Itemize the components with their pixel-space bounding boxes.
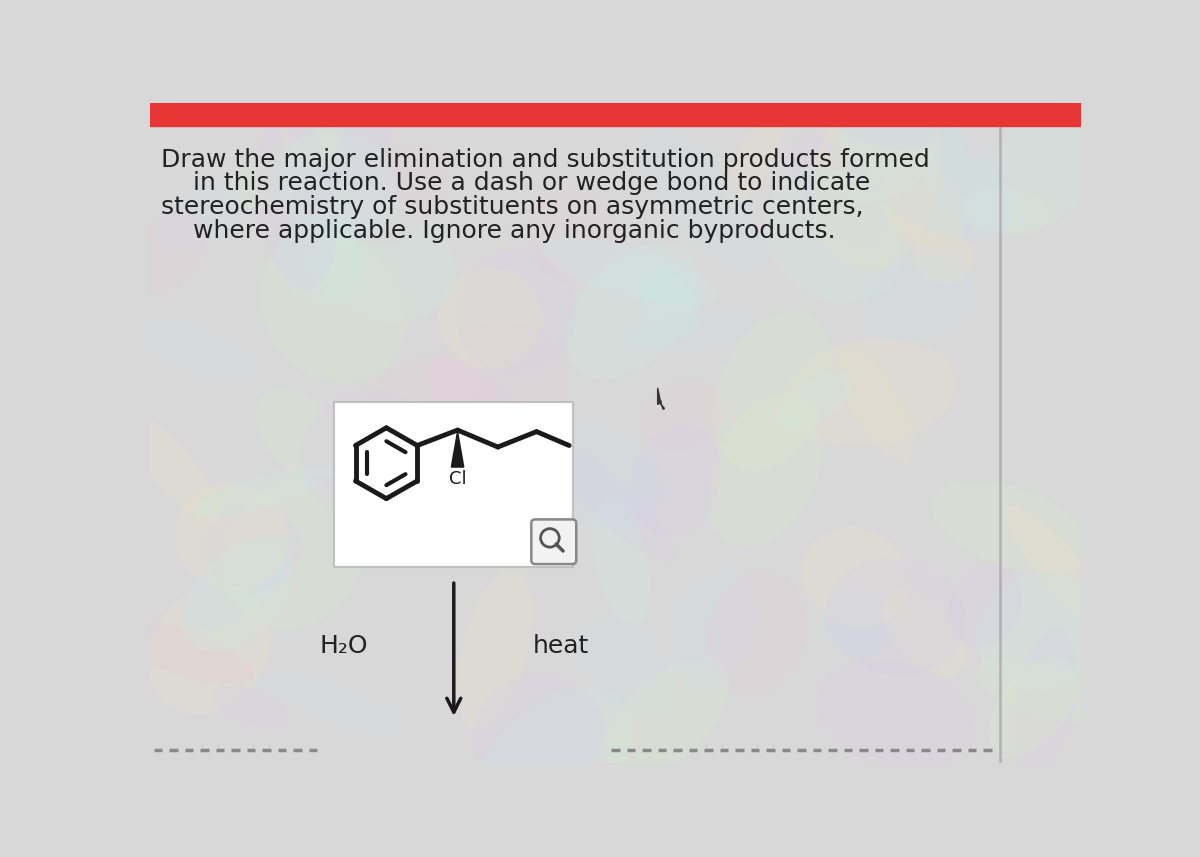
Ellipse shape xyxy=(276,214,361,304)
Ellipse shape xyxy=(764,169,902,303)
Ellipse shape xyxy=(949,564,1022,648)
Ellipse shape xyxy=(600,657,728,784)
Ellipse shape xyxy=(359,357,500,493)
Ellipse shape xyxy=(670,572,757,691)
Ellipse shape xyxy=(473,674,607,806)
Ellipse shape xyxy=(256,388,344,479)
Ellipse shape xyxy=(126,414,221,524)
Ellipse shape xyxy=(224,134,344,208)
Ellipse shape xyxy=(511,423,665,530)
Ellipse shape xyxy=(630,424,721,536)
Ellipse shape xyxy=(821,113,935,202)
Ellipse shape xyxy=(175,482,288,591)
Ellipse shape xyxy=(811,81,942,271)
Ellipse shape xyxy=(989,656,1076,758)
Ellipse shape xyxy=(259,232,406,383)
Ellipse shape xyxy=(976,572,1108,690)
Ellipse shape xyxy=(282,29,390,187)
Ellipse shape xyxy=(199,503,302,590)
Ellipse shape xyxy=(341,457,431,527)
Ellipse shape xyxy=(821,81,938,149)
Ellipse shape xyxy=(864,254,971,342)
Ellipse shape xyxy=(274,64,337,171)
Ellipse shape xyxy=(816,660,973,770)
Ellipse shape xyxy=(472,376,517,449)
Ellipse shape xyxy=(120,211,206,298)
Ellipse shape xyxy=(640,268,701,339)
Ellipse shape xyxy=(349,145,446,245)
Ellipse shape xyxy=(881,162,966,246)
Ellipse shape xyxy=(85,612,254,685)
Ellipse shape xyxy=(913,230,974,285)
Ellipse shape xyxy=(974,659,1130,725)
FancyBboxPatch shape xyxy=(532,519,576,564)
Text: stereochemistry of substituents on asymmetric centers,: stereochemistry of substituents on asymm… xyxy=(161,195,864,219)
Ellipse shape xyxy=(640,381,724,450)
Ellipse shape xyxy=(565,244,700,379)
Ellipse shape xyxy=(212,686,288,728)
Ellipse shape xyxy=(821,585,894,657)
Ellipse shape xyxy=(708,393,823,547)
Ellipse shape xyxy=(192,465,335,517)
Ellipse shape xyxy=(802,527,910,628)
Text: Draw the major elimination and substitution products formed: Draw the major elimination and substitut… xyxy=(161,147,930,171)
Ellipse shape xyxy=(646,131,761,267)
Ellipse shape xyxy=(592,497,650,626)
Ellipse shape xyxy=(839,348,914,463)
Ellipse shape xyxy=(582,620,674,718)
Ellipse shape xyxy=(527,190,620,282)
Ellipse shape xyxy=(300,389,433,517)
Ellipse shape xyxy=(148,584,271,714)
Polygon shape xyxy=(658,387,665,410)
Ellipse shape xyxy=(784,339,955,446)
Ellipse shape xyxy=(280,128,396,243)
Ellipse shape xyxy=(256,110,337,291)
Ellipse shape xyxy=(305,196,456,321)
Ellipse shape xyxy=(883,590,965,678)
Text: Cl: Cl xyxy=(449,470,467,488)
Bar xyxy=(335,402,574,567)
Ellipse shape xyxy=(266,676,402,732)
Ellipse shape xyxy=(1013,629,1076,776)
Ellipse shape xyxy=(476,687,632,828)
Ellipse shape xyxy=(456,250,577,375)
Polygon shape xyxy=(451,432,463,467)
Ellipse shape xyxy=(779,369,854,429)
Ellipse shape xyxy=(223,478,364,629)
Ellipse shape xyxy=(707,572,808,695)
Ellipse shape xyxy=(182,540,293,651)
Ellipse shape xyxy=(438,268,544,370)
Ellipse shape xyxy=(540,237,718,306)
Ellipse shape xyxy=(714,311,832,471)
Ellipse shape xyxy=(842,105,1014,241)
Ellipse shape xyxy=(724,111,785,207)
Ellipse shape xyxy=(137,321,254,377)
Ellipse shape xyxy=(624,314,757,350)
Ellipse shape xyxy=(157,187,246,249)
Text: where applicable. Ignore any inorganic byproducts.: where applicable. Ignore any inorganic b… xyxy=(193,219,836,243)
Ellipse shape xyxy=(925,104,1096,233)
Ellipse shape xyxy=(457,571,533,730)
Text: heat: heat xyxy=(533,633,589,657)
Ellipse shape xyxy=(185,534,293,630)
Ellipse shape xyxy=(790,134,884,245)
Ellipse shape xyxy=(391,482,469,555)
Ellipse shape xyxy=(960,81,1008,162)
Ellipse shape xyxy=(427,321,569,446)
Text: in this reaction. Use a dash or wedge bond to indicate: in this reaction. Use a dash or wedge bo… xyxy=(193,171,871,195)
Ellipse shape xyxy=(962,188,1050,237)
Ellipse shape xyxy=(1004,505,1130,648)
Ellipse shape xyxy=(826,559,966,675)
Text: H₂O: H₂O xyxy=(319,633,368,657)
Ellipse shape xyxy=(932,482,1092,574)
Ellipse shape xyxy=(538,435,677,562)
